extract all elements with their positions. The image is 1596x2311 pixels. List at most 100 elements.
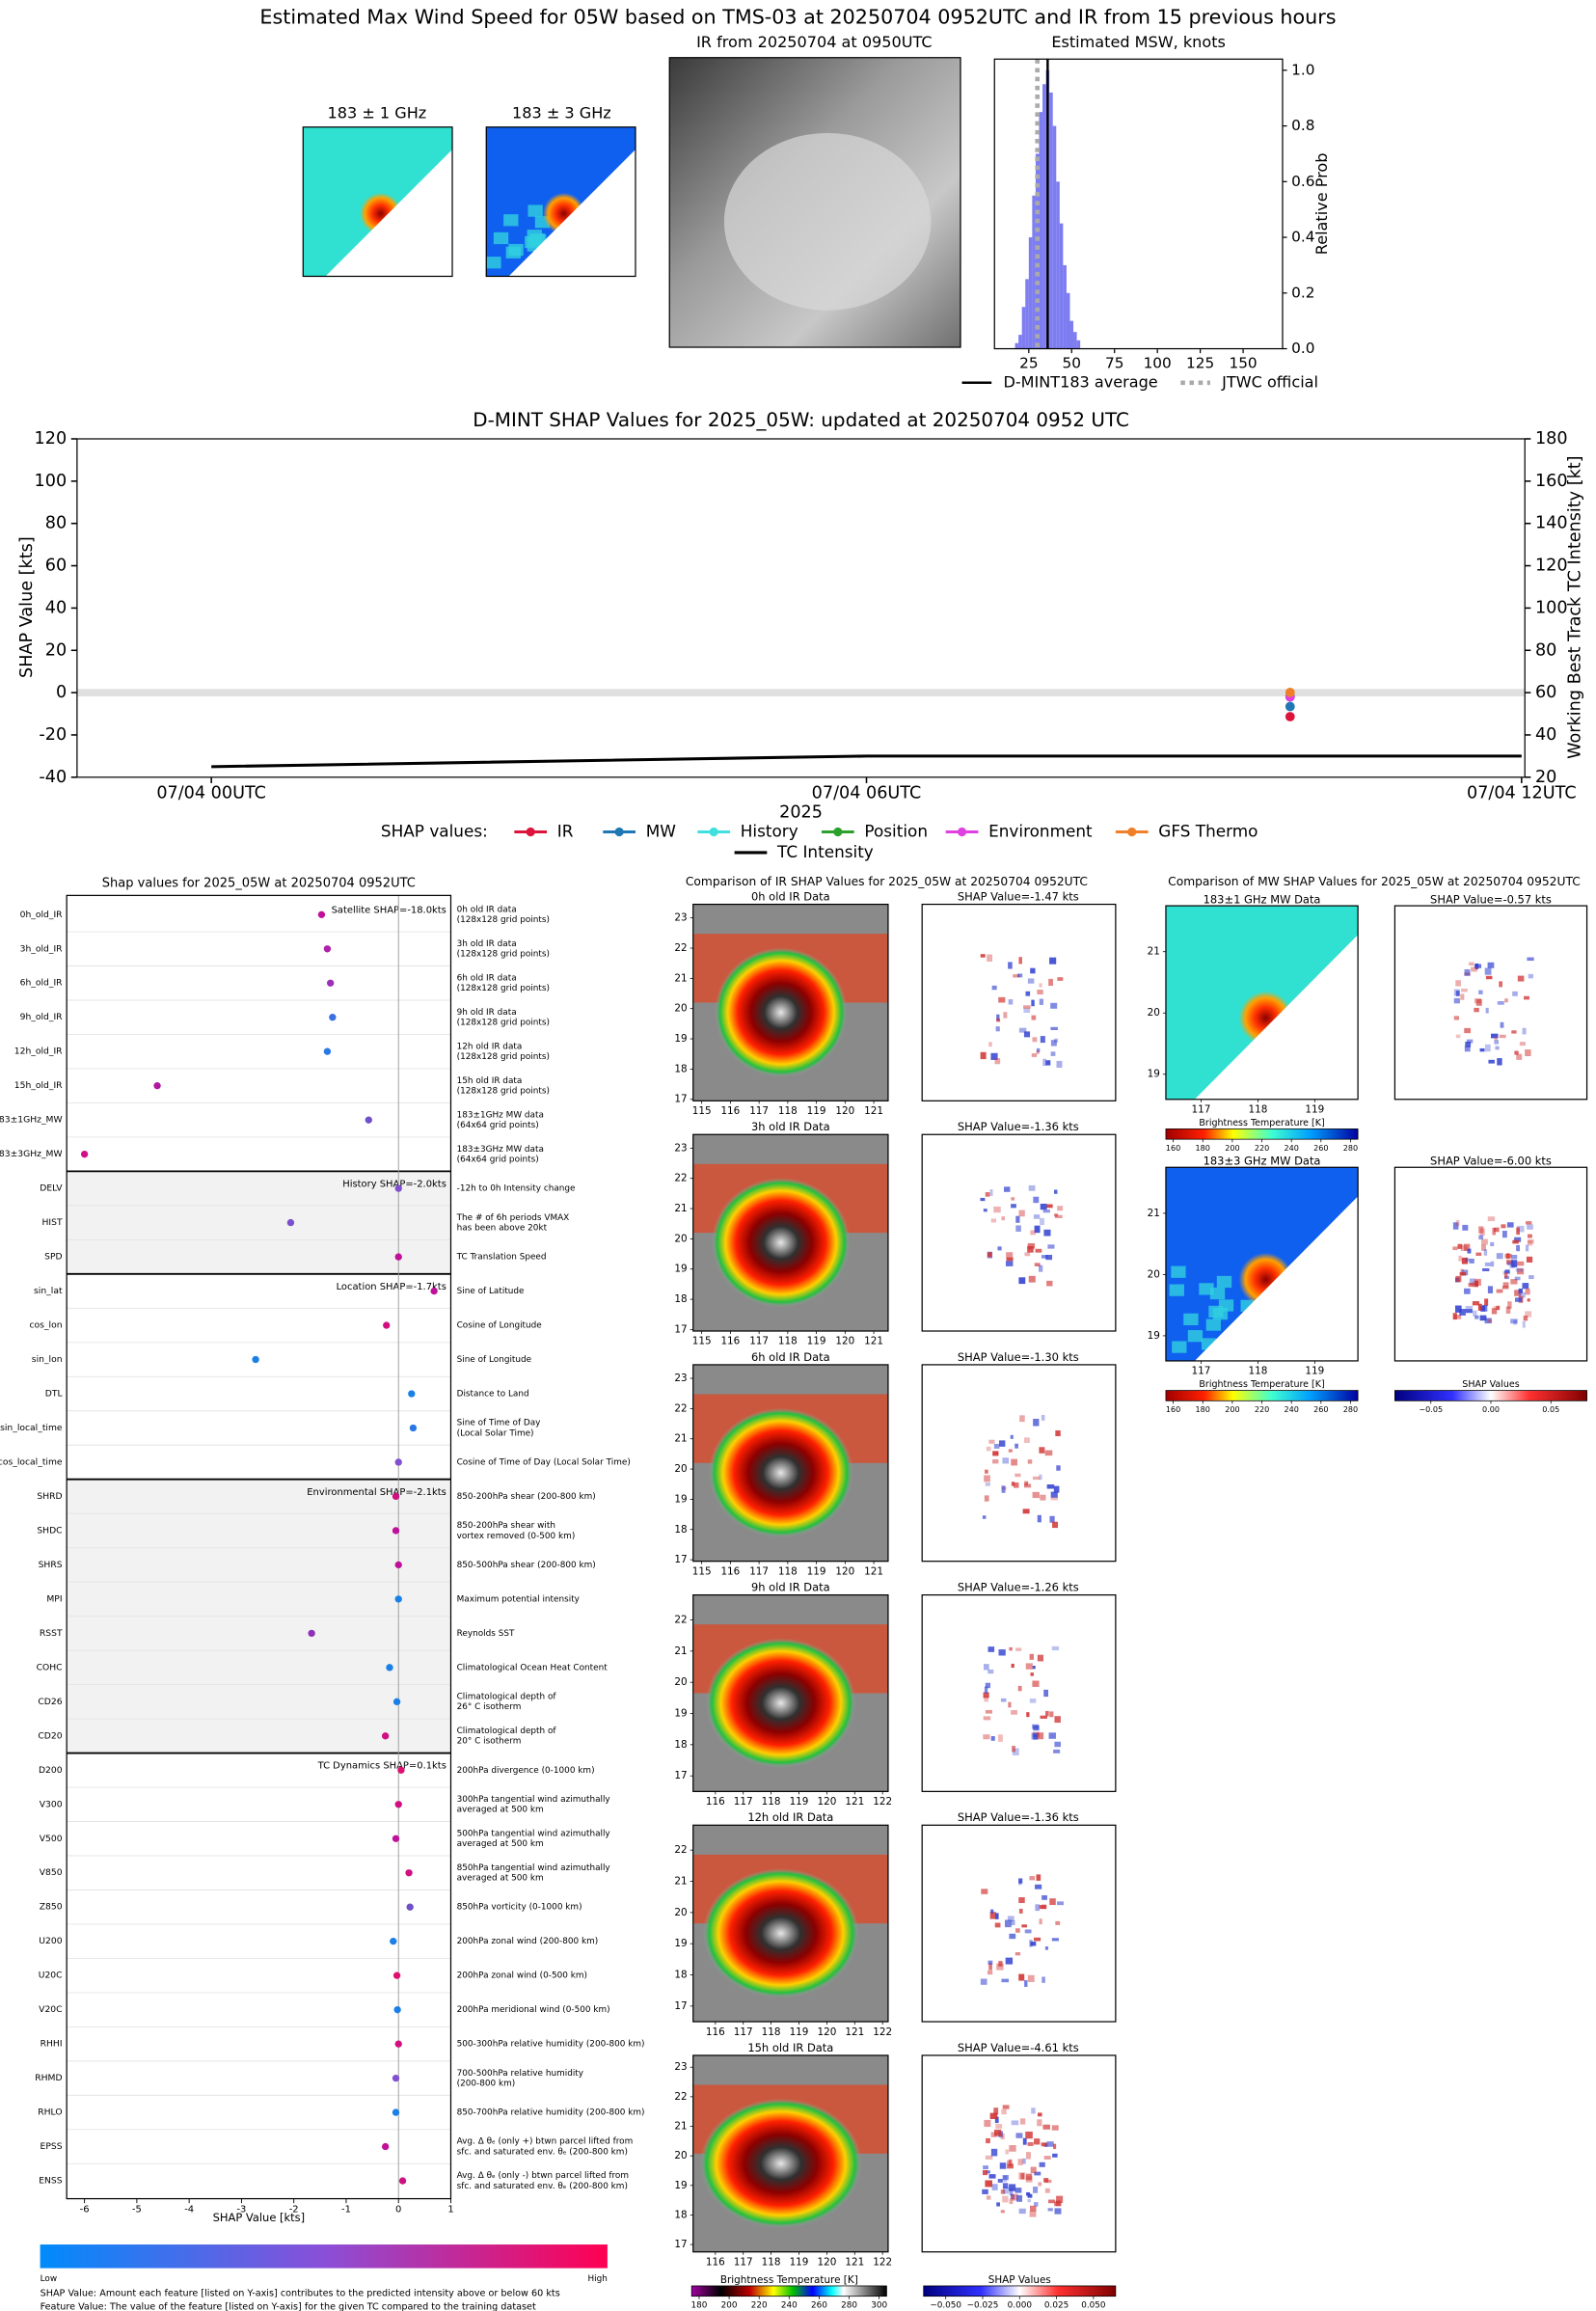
shap-speckle bbox=[1039, 1264, 1043, 1272]
shap-speckle bbox=[1011, 1204, 1016, 1209]
colorbar-tick-label: −0.05 bbox=[1419, 1405, 1443, 1414]
shap-speckle bbox=[988, 1439, 995, 1444]
shap-speckle bbox=[1050, 1002, 1058, 1009]
shap-speckle bbox=[1019, 2118, 1026, 2125]
colorbar-tick-label: 0.050 bbox=[1081, 2300, 1106, 2310]
shap-speckle bbox=[1043, 2156, 1051, 2160]
shap-speckle bbox=[996, 1963, 1004, 1971]
image-title: 183 ± 3 GHz bbox=[512, 103, 611, 122]
shap-speckle bbox=[1051, 1645, 1059, 1651]
x-tick-label: 1 bbox=[447, 2204, 453, 2215]
feature-label: D200 bbox=[39, 1765, 63, 1776]
feature-label: V300 bbox=[40, 1799, 63, 1809]
shap-speckle bbox=[1511, 1254, 1518, 1260]
shap-speckle bbox=[1452, 1246, 1458, 1251]
shap-speckle bbox=[1467, 1248, 1472, 1254]
shap-speckle bbox=[1023, 1483, 1032, 1488]
shap-speckle bbox=[1000, 1698, 1007, 1702]
shap-speckle bbox=[1030, 967, 1036, 974]
feature-description: Cosine of Time of Day (Local Solar Time) bbox=[457, 1457, 631, 1467]
colorbar-tick-label: 160 bbox=[1166, 1405, 1180, 1414]
shap-speckle bbox=[995, 2124, 1003, 2130]
shap-speckle bbox=[1046, 1204, 1053, 1209]
feature-label: sin_lat bbox=[34, 1286, 63, 1296]
colorbar-tick-label: 180 bbox=[1196, 1144, 1210, 1153]
x-tick-label: 121 bbox=[864, 1565, 883, 1577]
shap-speckle bbox=[995, 1913, 999, 1919]
colorbar-label: Brightness Temperature [K] bbox=[1199, 1379, 1324, 1390]
shap-dot bbox=[397, 1766, 405, 1774]
shap-speckle bbox=[1514, 1276, 1521, 1281]
shap-speckle bbox=[1010, 1434, 1014, 1439]
y-tick-label: 120 bbox=[35, 429, 68, 449]
shap-speckle bbox=[1039, 2161, 1045, 2167]
shap-speckle bbox=[1014, 2188, 1022, 2193]
shap-speckle bbox=[1036, 1047, 1041, 1053]
x-tick-label: 117 bbox=[734, 1796, 753, 1808]
shap-speckle bbox=[1029, 1940, 1033, 1947]
shap-speckle bbox=[1052, 2153, 1058, 2158]
feature-label: DTL bbox=[45, 1389, 64, 1400]
panel-title: 3h old IR Data bbox=[751, 1120, 830, 1133]
shap-speckle bbox=[1015, 2133, 1023, 2138]
x-tick-label: 116 bbox=[720, 1105, 740, 1117]
legend-label: JTWC official bbox=[1221, 372, 1318, 391]
shap-speckle bbox=[984, 1686, 988, 1694]
shap-speckle bbox=[1010, 2194, 1014, 2200]
shap-speckle bbox=[998, 996, 1006, 1003]
feature-description: TC Translation Speed bbox=[456, 1253, 547, 1263]
shap-speckle bbox=[1479, 1228, 1485, 1237]
shap-speckle bbox=[1040, 1036, 1045, 1044]
shap-dot bbox=[394, 1458, 402, 1466]
shap-speckle bbox=[1017, 2159, 1023, 2165]
y-tick-label: 21 bbox=[674, 2121, 687, 2133]
shap-speckle bbox=[1461, 988, 1468, 992]
shap-speckle bbox=[1018, 1908, 1023, 1914]
shap-speckle bbox=[1453, 1016, 1459, 1020]
shap-speckle bbox=[1525, 1244, 1529, 1252]
mw-no-data bbox=[325, 149, 453, 277]
colorbar-tick-label: −0.025 bbox=[967, 2300, 999, 2310]
mw-patch bbox=[1209, 1287, 1226, 1300]
shap-speckle bbox=[1474, 1315, 1479, 1319]
feature-description: 15h old IR data bbox=[457, 1076, 523, 1086]
shap-speckle bbox=[1037, 1654, 1044, 1662]
feature-description: Sine of Longitude bbox=[457, 1355, 532, 1365]
x-tick-label: 120 bbox=[835, 1336, 854, 1347]
chart-title: D-MINT SHAP Values for 2025_05W: updated… bbox=[473, 409, 1129, 431]
mw-patch bbox=[1187, 1330, 1204, 1343]
shap-speckle bbox=[1015, 1215, 1020, 1223]
feature-description: sfc. and saturated env. θₑ (200-800 km) bbox=[457, 2147, 628, 2157]
shap-speckle bbox=[1523, 1316, 1528, 1321]
shap-speckle bbox=[1012, 1745, 1015, 1753]
shap-speckle bbox=[1018, 1878, 1023, 1884]
shap-speckle bbox=[1023, 1437, 1030, 1444]
shap-speckle bbox=[987, 1252, 992, 1258]
feature-description: 850-700hPa relative humidity (200-800 km… bbox=[457, 2108, 645, 2118]
x-tick-label: 75 bbox=[1105, 354, 1123, 371]
shap-speckle bbox=[1042, 1058, 1046, 1067]
y-tick-label: 17 bbox=[674, 1770, 687, 1781]
shap-speckle bbox=[1464, 1288, 1471, 1294]
shap-speckle bbox=[1035, 1884, 1042, 1890]
colorbar-tick-label: 0.00 bbox=[1482, 1405, 1500, 1414]
x-tick-label: 118 bbox=[762, 2256, 781, 2268]
shap-speckle bbox=[1493, 1306, 1501, 1310]
feature-description: (128x128 grid points) bbox=[457, 1052, 550, 1062]
shap-speckle bbox=[990, 1736, 995, 1741]
feature-description: Climatological depth of bbox=[457, 1726, 557, 1736]
shap-speckle bbox=[1527, 1224, 1533, 1230]
shap-speckle bbox=[1040, 1203, 1047, 1210]
feature-label: RHLO bbox=[38, 2107, 62, 2118]
shap-speckle bbox=[1484, 1318, 1492, 1324]
shap-speckle bbox=[1516, 1268, 1525, 1275]
shap-speckle bbox=[980, 1197, 986, 1202]
shap-speckle bbox=[1047, 1244, 1055, 1249]
shap-speckle bbox=[1001, 2108, 1007, 2115]
legend-label: D-MINT183 average bbox=[1003, 372, 1157, 391]
chart-title: Comparison of MW SHAP Values for 2025_05… bbox=[1168, 875, 1581, 888]
x-tick-label: 115 bbox=[692, 1105, 712, 1117]
feature-label: RHHI bbox=[41, 2039, 63, 2050]
colorbar-label: SHAP Values bbox=[1462, 1379, 1519, 1390]
panel-title: SHAP Value=-1.30 kts bbox=[958, 1350, 1079, 1364]
